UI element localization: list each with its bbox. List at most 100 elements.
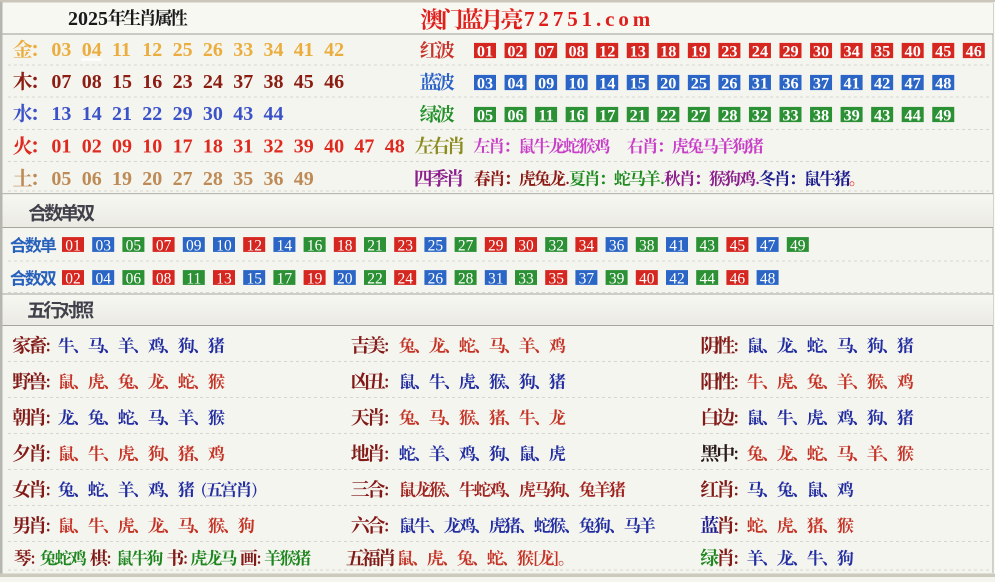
svg-text:29: 29	[488, 237, 504, 254]
svg-text:21: 21	[367, 237, 383, 254]
svg-text:18: 18	[337, 237, 353, 254]
svg-text:01: 01	[477, 41, 493, 60]
svg-text:48: 48	[935, 73, 951, 92]
svg-text:11: 11	[112, 39, 131, 61]
svg-text:35: 35	[874, 41, 890, 60]
svg-text:20: 20	[660, 73, 676, 92]
svg-text:17: 17	[599, 105, 615, 124]
svg-text:33: 33	[782, 105, 798, 124]
svg-text:47: 47	[760, 237, 776, 254]
svg-text:07: 07	[51, 71, 71, 93]
svg-text:28: 28	[721, 105, 737, 124]
svg-text:22: 22	[142, 103, 162, 125]
svg-text:36: 36	[609, 237, 625, 254]
svg-text:15: 15	[246, 270, 262, 287]
svg-text:38: 38	[264, 71, 284, 93]
svg-text:38: 38	[639, 237, 655, 254]
svg-text:12: 12	[246, 237, 262, 254]
svg-text:27: 27	[691, 105, 707, 124]
svg-text:09: 09	[112, 135, 132, 157]
svg-text:18: 18	[660, 41, 676, 60]
svg-text:09: 09	[186, 237, 202, 254]
svg-text:13: 13	[630, 41, 646, 60]
svg-text:27: 27	[173, 168, 193, 190]
svg-text:02: 02	[507, 41, 523, 60]
svg-text:42: 42	[874, 73, 890, 92]
svg-text:05: 05	[477, 105, 493, 124]
svg-text:37: 37	[233, 71, 253, 93]
svg-text:11: 11	[538, 105, 553, 124]
svg-text:21: 21	[112, 103, 132, 125]
svg-text:45: 45	[935, 41, 951, 60]
svg-text:33: 33	[233, 39, 253, 61]
svg-text:03: 03	[477, 73, 493, 92]
svg-text:2025: 2025	[68, 8, 108, 30]
svg-text:04: 04	[507, 73, 523, 92]
svg-text:39: 39	[294, 135, 314, 157]
svg-text:35: 35	[548, 270, 564, 287]
svg-text:19: 19	[112, 168, 132, 190]
svg-text:22: 22	[367, 270, 383, 287]
svg-text:25: 25	[173, 39, 193, 61]
svg-text:10: 10	[569, 73, 585, 92]
svg-text:06: 06	[507, 105, 523, 124]
svg-text:30: 30	[518, 237, 534, 254]
svg-text:03: 03	[95, 237, 111, 254]
svg-text:35: 35	[233, 168, 253, 190]
svg-text:31: 31	[488, 270, 504, 287]
svg-text:13: 13	[51, 103, 71, 125]
svg-text:34: 34	[579, 237, 595, 254]
svg-text:48: 48	[385, 135, 405, 157]
svg-text:14: 14	[277, 237, 293, 254]
svg-text:39: 39	[843, 105, 859, 124]
svg-text:07: 07	[538, 41, 554, 60]
svg-text:38: 38	[813, 105, 829, 124]
svg-text:28: 28	[203, 168, 223, 190]
svg-text:32: 32	[264, 135, 284, 157]
svg-text:42: 42	[669, 270, 685, 287]
svg-text:18: 18	[203, 135, 223, 157]
svg-text:36: 36	[782, 73, 798, 92]
svg-text:46: 46	[730, 270, 746, 287]
svg-text:10: 10	[142, 135, 162, 157]
svg-text:19: 19	[307, 270, 323, 287]
svg-text:24: 24	[752, 41, 768, 60]
svg-text:09: 09	[538, 73, 554, 92]
svg-text:13: 13	[216, 270, 232, 287]
svg-text:19: 19	[691, 41, 707, 60]
svg-text:32: 32	[752, 105, 768, 124]
svg-text:06: 06	[82, 168, 102, 190]
svg-text:27: 27	[458, 237, 474, 254]
svg-text:29: 29	[782, 41, 798, 60]
svg-text:32: 32	[548, 237, 564, 254]
svg-text:06: 06	[126, 270, 142, 287]
svg-text:26: 26	[428, 270, 444, 287]
svg-text:49: 49	[294, 168, 314, 190]
svg-text:20: 20	[337, 270, 353, 287]
svg-text:48: 48	[760, 270, 776, 287]
svg-text:24: 24	[203, 71, 223, 93]
svg-text:42: 42	[324, 39, 344, 61]
svg-text:02: 02	[82, 135, 102, 157]
svg-text:04: 04	[82, 39, 102, 61]
svg-text:25: 25	[428, 237, 444, 254]
svg-text:28: 28	[458, 270, 474, 287]
svg-text:37: 37	[813, 73, 829, 92]
svg-text:23: 23	[173, 71, 193, 93]
svg-text:37: 37	[579, 270, 595, 287]
svg-text:11: 11	[186, 270, 201, 287]
svg-text:17: 17	[173, 135, 193, 157]
svg-text:30: 30	[203, 103, 223, 125]
svg-text:01: 01	[51, 135, 71, 157]
svg-text:45: 45	[294, 71, 314, 93]
svg-text:15: 15	[112, 71, 132, 93]
svg-text:23: 23	[397, 237, 413, 254]
svg-text:22: 22	[660, 105, 676, 124]
svg-text:41: 41	[669, 237, 685, 254]
svg-text:46: 46	[966, 41, 982, 60]
svg-text:12: 12	[142, 39, 162, 61]
svg-text:10: 10	[216, 237, 232, 254]
svg-text:26: 26	[721, 73, 737, 92]
svg-text:40: 40	[639, 270, 655, 287]
svg-text:16: 16	[569, 105, 585, 124]
